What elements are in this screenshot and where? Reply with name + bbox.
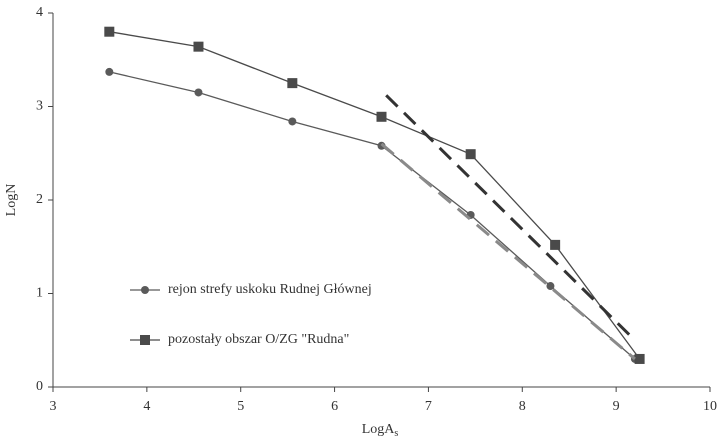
y-tick-label: 3 bbox=[36, 99, 43, 114]
circle-marker bbox=[105, 67, 114, 76]
square-marker bbox=[550, 239, 561, 250]
fit-line bbox=[380, 142, 636, 361]
x-tick-label: 5 bbox=[237, 399, 244, 414]
x-axis-label-main: LogA bbox=[362, 422, 396, 437]
y-tick-label: 1 bbox=[36, 286, 43, 301]
x-axis-label-sub: s bbox=[394, 428, 398, 439]
series-line bbox=[109, 71, 636, 360]
legend-label: pozostały obszar O/ZG "Rudna" bbox=[168, 332, 349, 347]
x-tick-label: 9 bbox=[613, 399, 620, 414]
x-tick-label: 3 bbox=[50, 399, 57, 414]
y-tick-label: 0 bbox=[36, 379, 43, 394]
y-tick-label: 4 bbox=[36, 5, 43, 20]
y-axis-label: LogN bbox=[4, 184, 19, 217]
legend-label: rejon strefy uskoku Rudnej Głównej bbox=[168, 282, 372, 297]
square-marker bbox=[634, 353, 645, 364]
circle-marker bbox=[288, 117, 297, 126]
x-tick-label: 8 bbox=[519, 399, 526, 414]
x-tick-label: 7 bbox=[425, 399, 432, 414]
circle-marker bbox=[194, 88, 203, 97]
circle-marker bbox=[141, 286, 149, 294]
series-line bbox=[109, 31, 641, 360]
square-marker bbox=[287, 78, 298, 89]
fit-line bbox=[385, 94, 636, 342]
y-tick-label: 2 bbox=[36, 192, 43, 207]
square-marker bbox=[376, 111, 387, 122]
x-tick-label: 6 bbox=[331, 399, 338, 414]
x-tick-label: 4 bbox=[143, 399, 150, 414]
x-tick-label: 10 bbox=[703, 399, 717, 414]
x-axis-label: LogAs bbox=[362, 422, 399, 439]
square-marker bbox=[193, 41, 204, 52]
square-marker bbox=[465, 149, 476, 160]
square-marker bbox=[140, 335, 150, 345]
square-marker bbox=[104, 26, 115, 37]
circle-marker bbox=[546, 282, 555, 291]
